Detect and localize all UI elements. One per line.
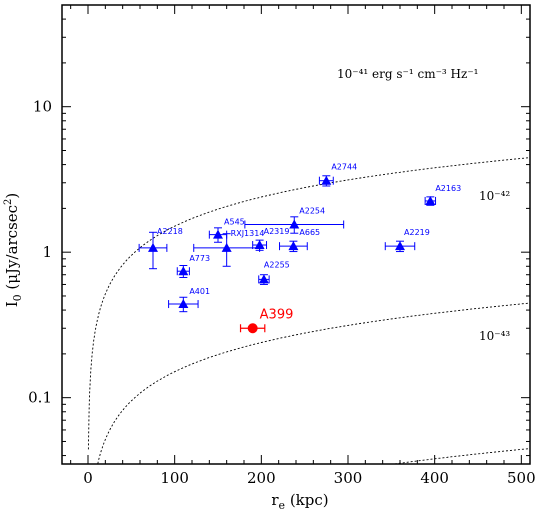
triangle-marker bbox=[288, 241, 299, 251]
curve-label-bg bbox=[476, 188, 524, 205]
model-curve bbox=[87, 157, 531, 450]
x-axis-title: re (kpc) bbox=[271, 491, 328, 512]
x-tick-label: 500 bbox=[507, 469, 536, 487]
x-tick-label: 400 bbox=[420, 469, 449, 487]
x-tick-label: 300 bbox=[334, 469, 363, 487]
data-points: A2744 A2163 A2254 A545 RXJ1314 A2319 A665 A2218… bbox=[138, 163, 461, 334]
data-point: A401 bbox=[168, 287, 210, 313]
curve-label: 10⁻⁴¹ erg s⁻¹ cm⁻³ Hz⁻¹ bbox=[337, 67, 478, 81]
point-label: A545 bbox=[224, 218, 245, 227]
plot-frame bbox=[61, 4, 531, 465]
point-label: A2218 bbox=[157, 227, 183, 236]
y-tick-label: 10 bbox=[33, 98, 52, 116]
y-tick-label: 0.1 bbox=[28, 389, 52, 407]
triangle-marker bbox=[258, 274, 269, 284]
y-tick-label: 1 bbox=[42, 243, 52, 261]
data-point: A773 bbox=[176, 254, 210, 278]
point-label: A2254 bbox=[299, 206, 325, 215]
triangle-marker bbox=[425, 195, 436, 205]
point-label: A2744 bbox=[331, 163, 357, 172]
data-point: A2319 bbox=[252, 227, 290, 251]
data-point: A2219 bbox=[384, 228, 430, 253]
x-tick-label: 0 bbox=[83, 469, 93, 487]
triangle-marker bbox=[321, 175, 332, 185]
curve-labels: 10⁻⁴¹ erg s⁻¹ cm⁻³ Hz⁻¹ 10⁻⁴² 10⁻⁴³ bbox=[334, 66, 526, 345]
point-label: A2219 bbox=[404, 228, 430, 237]
curve-label: 10⁻⁴³ bbox=[479, 329, 510, 343]
data-point: A2744 bbox=[318, 163, 357, 187]
triangle-marker bbox=[213, 229, 223, 239]
highlight-label: A399 bbox=[260, 307, 294, 322]
y-axis-title: I0 (μJy/arcsec2) bbox=[3, 193, 24, 308]
triangle-marker bbox=[254, 240, 265, 250]
point-label: A401 bbox=[189, 287, 210, 296]
model-curves bbox=[87, 157, 531, 465]
data-point: A2254 bbox=[244, 206, 345, 234]
triangle-marker bbox=[221, 242, 232, 252]
point-label: A2319 bbox=[264, 227, 290, 236]
point-label: A665 bbox=[299, 228, 320, 237]
x-tick-label: 200 bbox=[247, 469, 276, 487]
model-curve bbox=[97, 302, 531, 464]
data-point: A545 bbox=[208, 218, 245, 243]
highlight-point: A399 bbox=[239, 307, 294, 334]
data-point: A665 bbox=[279, 228, 320, 253]
point-label: A2255 bbox=[264, 260, 290, 269]
point-label: A773 bbox=[189, 254, 210, 263]
data-point: A2255 bbox=[258, 260, 290, 285]
model-curve bbox=[394, 448, 531, 465]
triangle-marker bbox=[178, 266, 189, 276]
curve-label: 10⁻⁴² bbox=[479, 189, 510, 203]
triangle-marker bbox=[289, 219, 300, 229]
x-tick-label: 100 bbox=[160, 469, 189, 487]
point-label: RXJ1314 bbox=[231, 229, 265, 238]
circle-marker bbox=[247, 323, 258, 334]
data-point: A2163 bbox=[424, 184, 461, 206]
data-point: A2218 bbox=[138, 227, 183, 270]
axis-ticks: 0 100 200 300 400 500 0.1 1 10 bbox=[28, 4, 536, 487]
point-label: A2163 bbox=[435, 184, 461, 193]
triangle-marker bbox=[148, 242, 158, 252]
triangle-marker bbox=[395, 241, 405, 251]
triangle-marker bbox=[178, 299, 189, 309]
curve-label-bg bbox=[334, 66, 526, 83]
curve-label-bg bbox=[476, 328, 524, 345]
